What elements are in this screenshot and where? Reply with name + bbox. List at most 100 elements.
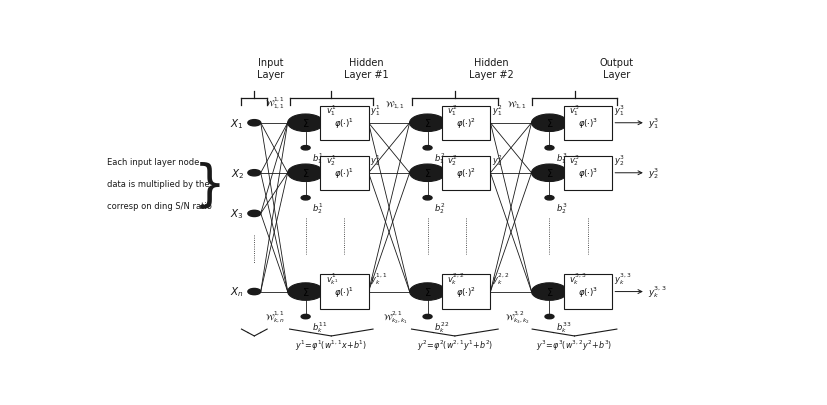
- Text: $b^1_k{}^1$: $b^1_k{}^1$: [312, 319, 327, 334]
- Text: $y^3_2$: $y^3_2$: [648, 166, 659, 181]
- Text: $b^1_2$: $b^1_2$: [312, 201, 323, 215]
- Text: $y^3_1$: $y^3_1$: [648, 116, 659, 131]
- Circle shape: [301, 315, 310, 319]
- Circle shape: [247, 289, 261, 295]
- Text: Output
Layer: Output Layer: [599, 58, 633, 79]
- Text: $b^2_2$: $b^2_2$: [433, 201, 445, 215]
- Text: $y^3_1$: $y^3_1$: [614, 103, 624, 118]
- Circle shape: [409, 283, 445, 301]
- Circle shape: [287, 115, 323, 132]
- Circle shape: [423, 196, 432, 200]
- Text: $\varphi(\cdot)^3$: $\varphi(\cdot)^3$: [577, 166, 597, 181]
- Circle shape: [287, 283, 323, 301]
- Text: $y^{3,3}_k$: $y^{3,3}_k$: [648, 284, 667, 300]
- Text: $b^1_1$: $b^1_1$: [312, 151, 323, 166]
- Text: $\mathcal{W}^{1,1}_{1,1}$: $\mathcal{W}^{1,1}_{1,1}$: [265, 96, 285, 111]
- Text: $v^{2,2}_k$: $v^{2,2}_k$: [447, 271, 464, 287]
- Text: Hidden
Layer #1: Hidden Layer #1: [344, 58, 389, 79]
- Circle shape: [301, 196, 310, 200]
- Text: corresp on ding S/N ratio: corresp on ding S/N ratio: [107, 202, 212, 211]
- Circle shape: [247, 120, 261, 126]
- Text: $\varphi(\cdot)^2$: $\varphi(\cdot)^2$: [456, 116, 476, 131]
- Bar: [319, 106, 368, 141]
- Text: $\Sigma$: $\Sigma$: [545, 285, 552, 297]
- Bar: [319, 156, 368, 190]
- Text: Input
Layer: Input Layer: [256, 58, 284, 79]
- Bar: [563, 106, 612, 141]
- Circle shape: [409, 164, 445, 182]
- Text: $y^{2,2}_k$: $y^{2,2}_k$: [492, 271, 509, 287]
- Text: $y^1\!=\!\varphi^1(w^{1,1}x\!+\!b^1)$: $y^1\!=\!\varphi^1(w^{1,1}x\!+\!b^1)$: [295, 338, 367, 352]
- Text: $\mathcal{W}_{1,1}$: $\mathcal{W}_{1,1}$: [385, 100, 405, 111]
- Text: $y^3\!=\!\varphi^3(w^{3,2}y^2\!+\!b^3)$: $y^3\!=\!\varphi^3(w^{3,2}y^2\!+\!b^3)$: [536, 338, 612, 352]
- Circle shape: [544, 146, 553, 151]
- Text: $b^2_k{}^2$: $b^2_k{}^2$: [433, 319, 449, 334]
- Text: $y^{1,1}_k$: $y^{1,1}_k$: [370, 271, 387, 287]
- Text: $X_{1}$: $X_{1}$: [230, 117, 244, 130]
- Text: $\Sigma$: $\Sigma$: [423, 167, 431, 179]
- Text: $\Sigma$: $\Sigma$: [545, 167, 552, 179]
- Text: $X_{n}$: $X_{n}$: [230, 285, 244, 299]
- Circle shape: [531, 283, 566, 301]
- Text: $b^2_1$: $b^2_1$: [433, 151, 445, 166]
- Circle shape: [544, 315, 553, 319]
- Text: $v^2_1$: $v^2_1$: [447, 103, 457, 118]
- Text: $y^{3,3}_k$: $y^{3,3}_k$: [614, 271, 631, 287]
- Text: $\mathcal{W}^{2,1}_{k_2,k_1}$: $\mathcal{W}^{2,1}_{k_2,k_1}$: [383, 309, 408, 326]
- Circle shape: [287, 164, 323, 182]
- Text: $y^1_1$: $y^1_1$: [370, 103, 380, 118]
- Text: $b^3_1$: $b^3_1$: [555, 151, 566, 166]
- Text: $\mathcal{W}^{3,2}_{k_3,k_2}$: $\mathcal{W}^{3,2}_{k_3,k_2}$: [504, 309, 529, 326]
- Text: $\Sigma$: $\Sigma$: [302, 167, 309, 179]
- Text: $b^3_k{}^3$: $b^3_k{}^3$: [555, 319, 571, 334]
- Text: $\varphi(\cdot)^1$: $\varphi(\cdot)^1$: [334, 166, 354, 181]
- Text: $\varphi(\cdot)^1$: $\varphi(\cdot)^1$: [334, 285, 354, 299]
- Circle shape: [531, 115, 566, 132]
- Bar: [563, 156, 612, 190]
- Text: $y^2\!=\!\varphi^2(w^{2,1}y^1\!+\!b^2)$: $y^2\!=\!\varphi^2(w^{2,1}y^1\!+\!b^2)$: [417, 338, 493, 352]
- Text: $v^1_1$: $v^1_1$: [325, 103, 336, 118]
- Text: $\varphi(\cdot)^3$: $\varphi(\cdot)^3$: [577, 116, 597, 131]
- Circle shape: [544, 196, 553, 200]
- Text: $v^3_1$: $v^3_1$: [569, 103, 580, 118]
- Bar: [319, 275, 368, 309]
- Text: $X_{3}$: $X_{3}$: [230, 207, 244, 221]
- Text: $y^2_1$: $y^2_1$: [492, 103, 503, 118]
- Text: $\Sigma$: $\Sigma$: [302, 285, 309, 297]
- Text: $y^3_2$: $y^3_2$: [614, 153, 624, 168]
- Circle shape: [531, 164, 566, 182]
- Bar: [563, 275, 612, 309]
- Text: $v^3_2$: $v^3_2$: [569, 153, 580, 168]
- Circle shape: [247, 211, 261, 217]
- Text: $\Sigma$: $\Sigma$: [302, 117, 309, 129]
- Text: Each input layer node: Each input layer node: [107, 158, 198, 167]
- Text: $y^2_2$: $y^2_2$: [492, 153, 503, 168]
- Text: Hidden
Layer #2: Hidden Layer #2: [469, 58, 514, 79]
- Bar: [441, 275, 490, 309]
- Circle shape: [423, 315, 432, 319]
- Text: $\Sigma$: $\Sigma$: [545, 117, 552, 129]
- Text: $v^1_{k^1}$: $v^1_{k^1}$: [325, 271, 338, 287]
- Text: $\mathcal{W}^{1,1}_{k,n}$: $\mathcal{W}^{1,1}_{k,n}$: [265, 309, 285, 324]
- Text: $\varphi(\cdot)^1$: $\varphi(\cdot)^1$: [334, 116, 354, 131]
- Text: }: }: [194, 160, 225, 208]
- Text: $v^2_2$: $v^2_2$: [447, 153, 457, 168]
- Text: $v^1_2$: $v^1_2$: [325, 153, 336, 168]
- Text: $\varphi(\cdot)^2$: $\varphi(\cdot)^2$: [456, 166, 476, 181]
- Text: $\varphi(\cdot)^2$: $\varphi(\cdot)^2$: [456, 285, 476, 299]
- Text: $X_{2}$: $X_{2}$: [231, 166, 244, 180]
- Text: $y^1_2$: $y^1_2$: [370, 153, 380, 168]
- Bar: [441, 106, 490, 141]
- Text: data is multiplied by the: data is multiplied by the: [107, 180, 209, 189]
- Text: $\varphi(\cdot)^3$: $\varphi(\cdot)^3$: [577, 285, 597, 299]
- Text: $\mathcal{W}_{1,1}$: $\mathcal{W}_{1,1}$: [507, 100, 527, 111]
- Circle shape: [409, 115, 445, 132]
- Circle shape: [301, 146, 310, 151]
- Text: $\Sigma$: $\Sigma$: [423, 285, 431, 297]
- Circle shape: [423, 146, 432, 151]
- Circle shape: [247, 170, 261, 177]
- Text: $b^3_2$: $b^3_2$: [555, 201, 566, 215]
- Bar: [441, 156, 490, 190]
- Text: $\Sigma$: $\Sigma$: [423, 117, 431, 129]
- Text: $v^{3,3}_k$: $v^{3,3}_k$: [569, 271, 586, 287]
